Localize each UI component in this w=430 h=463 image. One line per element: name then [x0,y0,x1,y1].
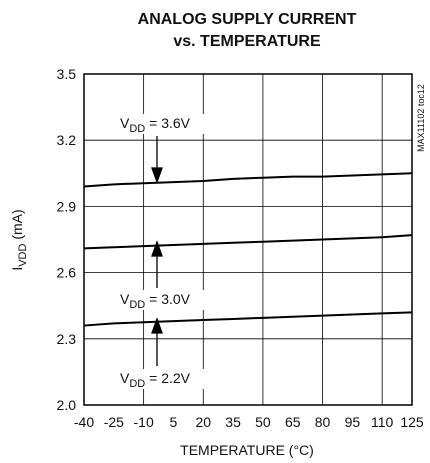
y-label-part: (mA) [9,209,25,243]
chart-title: ANALOG SUPPLY CURRENT [138,11,357,28]
y-tick-label: 3.5 [57,66,77,82]
x-tick-label: -40 [74,414,94,430]
annotation: VDD = 2.2V [120,370,191,390]
annotation-part: V [120,370,130,386]
x-tick-label: 95 [345,414,361,430]
annotation-bg [118,369,210,389]
annotation-part: V [120,291,130,307]
arrows [151,136,163,366]
data-line [83,172,413,188]
annotation-bg [118,114,210,134]
y-tick-label: 2.6 [57,265,77,281]
x-tick-label: 50 [255,414,271,430]
data-line [83,234,413,250]
x-tick-label: 35 [225,414,241,430]
annotation-bg [118,290,210,310]
x-tick-label: 110 [371,414,394,430]
x-tick-label: 5 [170,414,178,430]
x-tick-label: 125 [400,414,424,430]
arrowhead [151,167,163,184]
watermark: MAX11102 toc12 [416,84,426,152]
annotation-part: = 3.6V [145,115,190,131]
x-tick-label: 80 [315,414,331,430]
annotation-sub: DD [129,299,145,311]
annotation-sub: DD [129,378,145,390]
y-label-part: I [9,267,25,271]
y-tick-label: 3.2 [57,132,77,148]
arrowhead [151,317,163,334]
y-label-sub: VDD [17,244,29,267]
y-axis-label: IVDD (mA) [9,209,29,270]
chart-title: vs. TEMPERATURE [173,33,321,50]
annotation-sub: DD [129,123,145,135]
x-tick-label: 20 [195,414,211,430]
annotation: VDD = 3.6V [120,115,191,135]
annotation-part: = 3.0V [145,291,190,307]
y-tick-label: 2.9 [57,198,77,214]
x-tick-label: -25 [104,414,124,430]
y-tick-label: 2.3 [57,331,77,347]
x-tick-label: -10 [134,414,154,430]
x-axis-label: TEMPERATURE (°C) [180,442,314,458]
arrowhead [151,240,163,257]
y-tick-label: 2.0 [57,397,77,413]
annotation: VDD = 3.0V [120,291,191,311]
x-tick-label: 65 [285,414,301,430]
data-line [83,311,413,327]
annotation-part: = 2.2V [145,370,190,386]
plot-frame [83,73,413,406]
annotation-part: V [120,115,130,131]
